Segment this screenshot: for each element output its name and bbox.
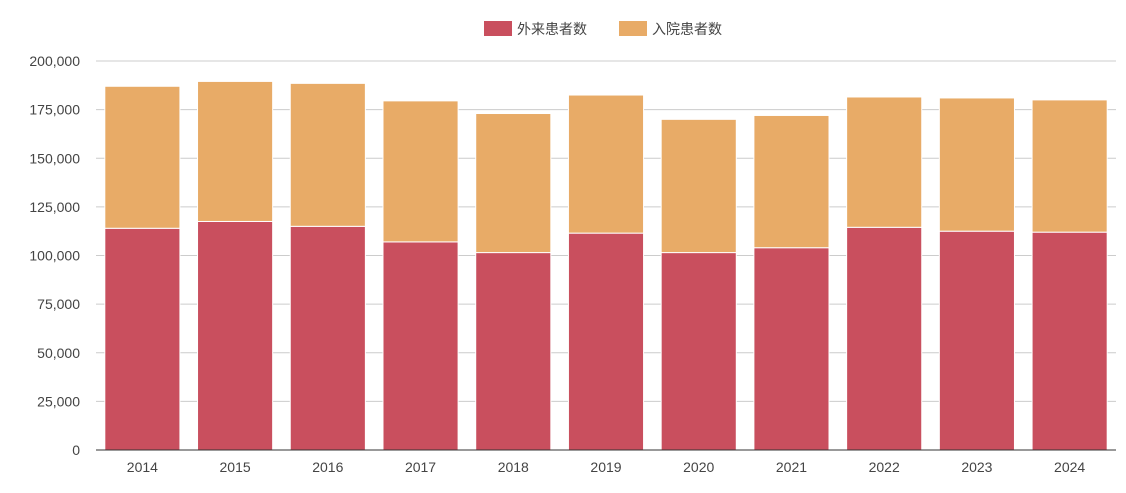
- legend-swatch-outpatients: [484, 21, 512, 36]
- legend-label-inpatients: 入院患者数: [652, 22, 722, 38]
- x-tick-label: 2022: [869, 459, 900, 475]
- bar-outpatients-2014: [104, 227, 181, 451]
- x-tick-label: 2015: [220, 459, 251, 475]
- bar-inpatients-2021: [753, 114, 830, 249]
- x-tick-label: 2019: [590, 459, 621, 475]
- bar-outpatients-2024: [1031, 231, 1108, 451]
- bar-inpatients-2014: [104, 85, 181, 229]
- bar-inpatients-2018: [475, 113, 552, 254]
- bar-inpatients-2022: [846, 96, 923, 228]
- x-tick-label: 2021: [776, 459, 807, 475]
- y-tick-label: 75,000: [37, 296, 80, 312]
- legend-swatch-inpatients: [619, 21, 647, 36]
- legend-label-outpatients: 外来患者数: [517, 22, 587, 38]
- bar-outpatients-2020: [660, 252, 737, 451]
- bar-inpatients-2023: [938, 97, 1015, 232]
- x-tick-label: 2023: [961, 459, 992, 475]
- x-tick-label: 2020: [683, 459, 714, 475]
- bar-inpatients-2019: [567, 94, 645, 234]
- bar-inpatients-2020: [660, 118, 737, 254]
- bar-outpatients-2016: [289, 225, 366, 451]
- bar-inpatients-2017: [382, 100, 459, 243]
- bar-inpatients-2024: [1031, 99, 1108, 233]
- bar-inpatients-2015: [197, 80, 274, 222]
- x-tick-label: 2018: [498, 459, 529, 475]
- legend: 外来患者数 入院患者数: [484, 21, 722, 38]
- x-axis-tick-labels: 2014 2015 2016 2017 2018 2019 2020 2021 2022 2023…: [127, 459, 1086, 475]
- bar-outpatients-2019: [567, 232, 645, 451]
- y-axis-tick-labels: 0 25,000 50,000 75,000 100,000 125,000 150,000…: [29, 53, 80, 458]
- y-tick-label: 50,000: [37, 345, 80, 361]
- bar-outpatients-2015: [197, 220, 274, 451]
- y-tick-label: 25,000: [37, 393, 80, 409]
- y-tick-label: 125,000: [29, 199, 80, 215]
- x-tick-label: 2014: [127, 459, 158, 475]
- bars: [104, 80, 1108, 451]
- y-tick-label: 175,000: [29, 102, 80, 118]
- bar-outpatients-2021: [753, 247, 830, 451]
- x-tick-label: 2016: [312, 459, 343, 475]
- y-tick-label: 200,000: [29, 53, 80, 69]
- y-tick-label: 0: [72, 442, 80, 458]
- y-tick-label: 100,000: [29, 248, 80, 264]
- bar-outpatients-2023: [938, 230, 1015, 451]
- x-tick-label: 2024: [1054, 459, 1085, 475]
- bar-outpatients-2018: [475, 252, 552, 451]
- bar-outpatients-2017: [382, 241, 459, 451]
- x-tick-label: 2017: [405, 459, 436, 475]
- y-tick-label: 150,000: [29, 150, 80, 166]
- bar-inpatients-2016: [289, 82, 366, 227]
- bar-outpatients-2022: [846, 226, 923, 451]
